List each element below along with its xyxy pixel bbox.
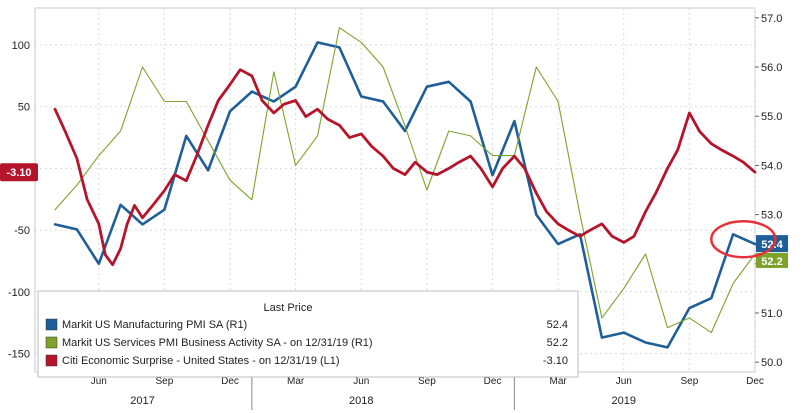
legend-series-name: Citi Economic Surprise - United States -…	[62, 355, 340, 367]
x-month-label: Sep	[418, 376, 436, 387]
legend-last-price: 52.2	[547, 337, 568, 349]
right-manufacturing-badge	[756, 235, 788, 253]
x-month-label: Dec	[221, 376, 239, 387]
x-month-label: Sep	[680, 376, 698, 387]
left-tick-label: -150	[8, 348, 30, 360]
left-tick-label: -100	[8, 287, 30, 299]
x-month-label: Mar	[287, 376, 305, 387]
x-month-label: Jun	[91, 376, 107, 387]
series	[53, 27, 777, 349]
x-month-label: Sep	[155, 376, 173, 387]
legend-swatch	[45, 318, 58, 331]
x-year-label: 2017	[130, 395, 154, 407]
x-year-label: 2019	[612, 395, 636, 407]
x-year-label: 2018	[349, 395, 373, 407]
legend-last-price: -3.10	[543, 355, 568, 367]
right-services-badge	[756, 252, 788, 268]
right-tick-label: 51.0	[761, 308, 782, 320]
legend-last-price: 52.4	[547, 319, 568, 331]
x-month-label: Mar	[550, 376, 568, 387]
left-last-price-badge	[0, 163, 38, 182]
legend: Last Price Markit US Manufacturing PMI SA…	[37, 290, 579, 378]
series-line	[53, 41, 757, 349]
right-services-text: 52.2	[761, 256, 782, 268]
right-tick-label: 57.0	[761, 13, 782, 25]
right-tick-label: 55.0	[761, 111, 782, 123]
left-tick-label: -50	[14, 225, 30, 237]
x-month-label: Jun	[616, 376, 632, 387]
legend-series-name: Markit US Manufacturing PMI SA (R1)	[62, 319, 247, 331]
legend-series-name: Markit US Services PMI Business Activity…	[62, 337, 373, 349]
right-tick-label: 54.0	[761, 160, 782, 172]
legend-title: Last Price	[264, 302, 313, 314]
legend-swatch	[45, 336, 58, 349]
series-line	[53, 68, 757, 267]
right-tick-label: 56.0	[761, 62, 782, 74]
axes: 100500-50-100-150JunSepDecMarJunSepDecMa…	[0, 13, 788, 410]
x-month-label: Jun	[353, 376, 369, 387]
left-last-price-text: -3.10	[6, 167, 31, 179]
x-month-label: Dec	[484, 376, 502, 387]
left-tick-label: 100	[12, 40, 30, 52]
highlight-circle	[710, 219, 777, 259]
left-tick-label: 50	[18, 102, 30, 114]
right-tick-label: 50.0	[761, 357, 782, 369]
grid	[34, 7, 756, 373]
legend-box	[37, 290, 579, 378]
legend-swatch	[45, 354, 58, 367]
series-line	[54, 27, 756, 334]
right-tick-label: 53.0	[761, 210, 782, 222]
x-month-label: Dec	[746, 376, 764, 387]
